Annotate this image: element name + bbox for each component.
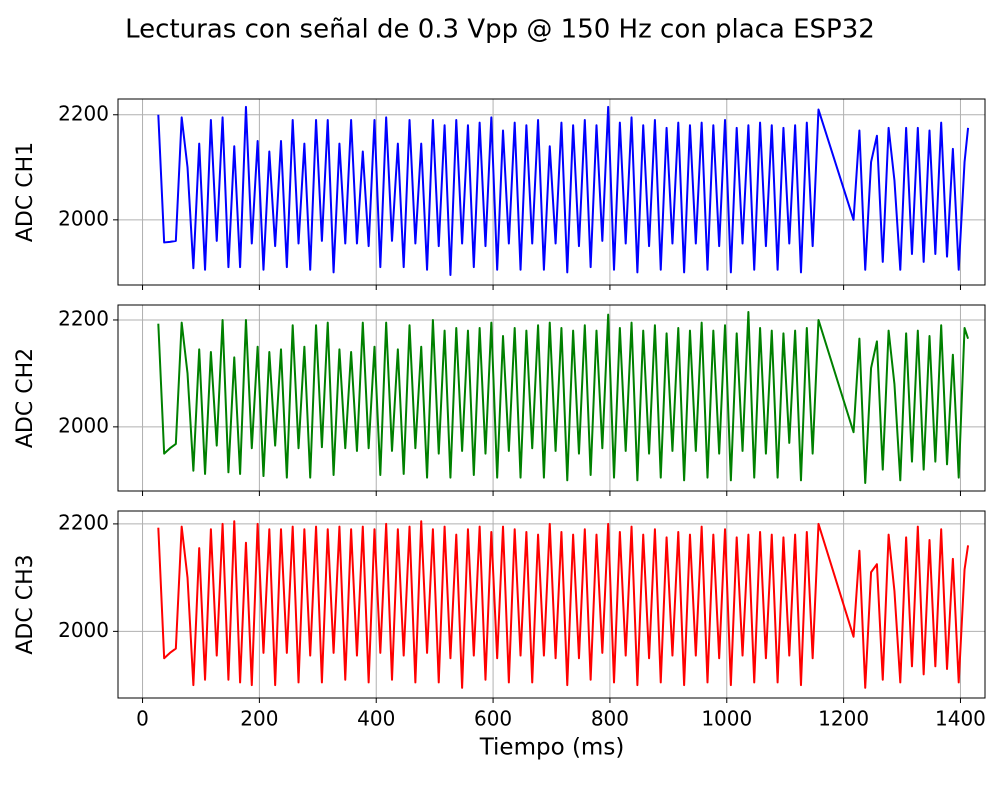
- plot-frame: [117, 98, 986, 286]
- data-line: [157, 520, 970, 689]
- y-tick-label: 2000: [58, 413, 109, 437]
- x-tick-label: 0: [136, 707, 149, 731]
- y-tick-label: 2000: [58, 618, 109, 642]
- x-tick-label: 1000: [701, 707, 752, 731]
- x-tick-label: 200: [240, 707, 278, 731]
- x-axis-label: Tiempo (ms): [479, 735, 625, 761]
- y-tick-label: 2200: [58, 101, 109, 125]
- y-axis-label: ADC CH2: [13, 348, 38, 448]
- x-tick-label: 600: [474, 707, 512, 731]
- x-tick-label: 800: [591, 707, 629, 731]
- plot-frame: [117, 510, 986, 699]
- data-line: [157, 310, 970, 484]
- data-line: [157, 105, 970, 277]
- x-tick-label: 400: [357, 707, 395, 731]
- y-tick-label: 2200: [58, 510, 109, 534]
- x-tick-label: 1400: [935, 707, 986, 731]
- y-axis-label: ADC CH1: [13, 142, 38, 242]
- y-axis-label: ADC CH3: [13, 554, 38, 654]
- y-tick-label: 2000: [58, 206, 109, 230]
- plot-frame: [117, 304, 986, 492]
- chart-title: Lecturas con señal de 0.3 Vpp @ 150 Hz c…: [125, 15, 875, 45]
- y-tick-label: 2200: [58, 306, 109, 330]
- x-tick-label: 1200: [818, 707, 869, 731]
